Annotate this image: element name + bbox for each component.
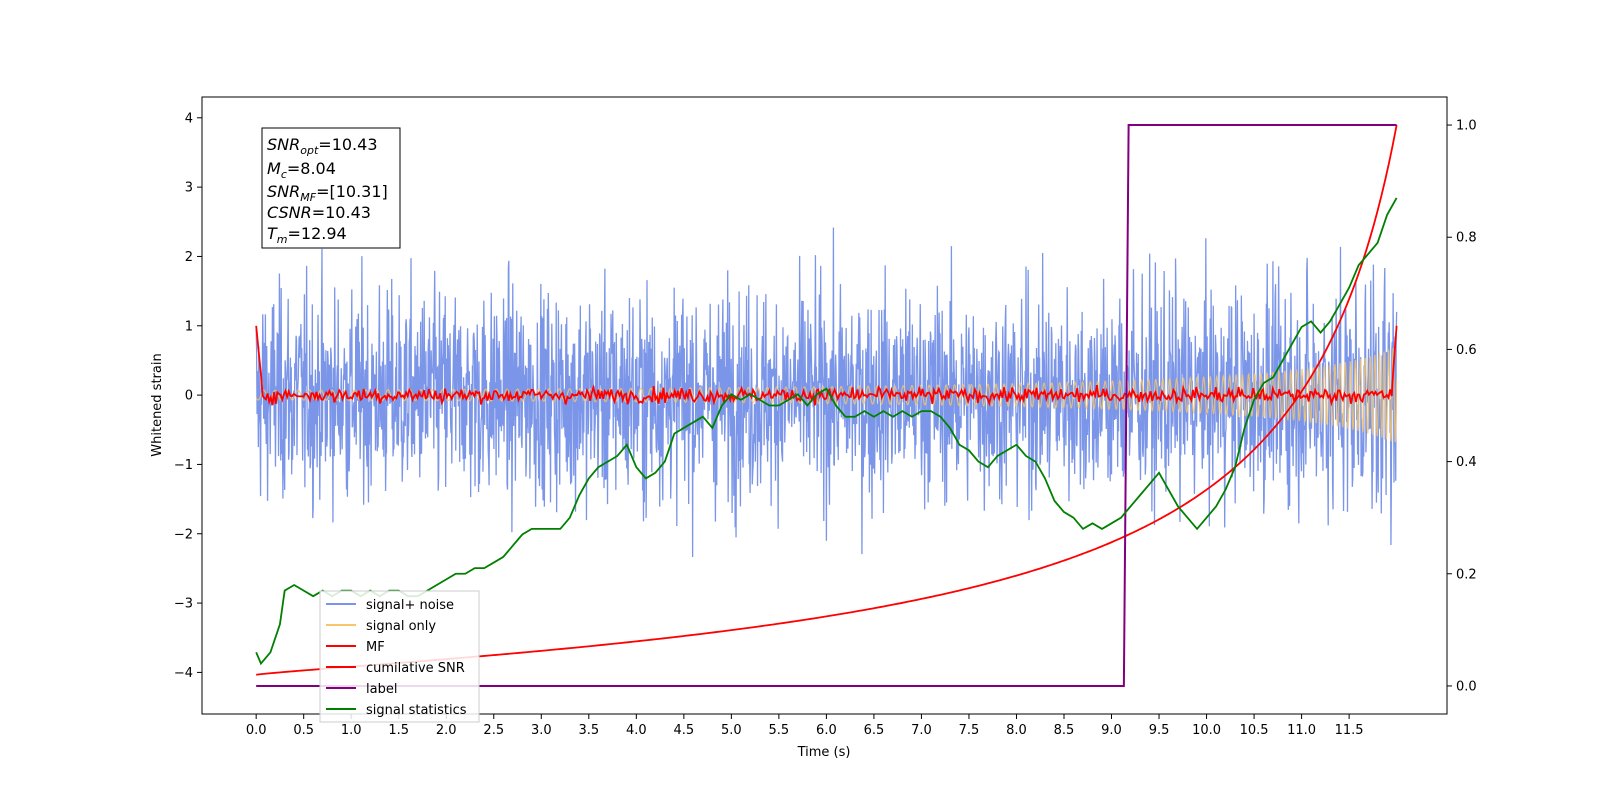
y-axis-left: 4 3 2 1 0 −1 −2 −3 −4 — [174, 111, 202, 681]
legend-label: MF — [366, 640, 385, 655]
series-signal-noise — [255, 227, 1398, 557]
x-tick-label: 2.5 — [483, 723, 504, 738]
stat-snr-mf: SNRMF=[10.31] — [267, 182, 388, 204]
x-tick-label: 11.5 — [1335, 723, 1364, 738]
x-tick-label: 7.5 — [959, 723, 980, 738]
stats-box: SNRopt=10.43 Mc=8.04 SNRMF=[10.31] CSNR=… — [261, 127, 401, 249]
x-tick-label: 0.5 — [293, 723, 314, 738]
y-tick-label: 0 — [185, 389, 193, 404]
stat-mc: Mc=8.04 — [267, 159, 336, 181]
y-axis-right: 1.0 0.8 0.6 0.4 0.2 0.0 — [1447, 119, 1477, 694]
stat-snr-opt: SNRopt=10.43 — [267, 135, 378, 157]
legend-label: signal statistics — [366, 703, 467, 718]
x-tick-label: 2.0 — [436, 723, 457, 738]
legend-label: signal+ noise — [366, 598, 454, 613]
x-tick-label: 3.5 — [578, 723, 599, 738]
x-tick-label: 4.0 — [626, 723, 647, 738]
y-tick-label: 1 — [185, 319, 193, 334]
stats-box-frame — [261, 127, 401, 249]
x-tick-label: 9.0 — [1101, 723, 1122, 738]
x-tick-label: 5.0 — [721, 723, 742, 738]
stat-tm: Tm=12.94 — [267, 224, 347, 246]
y-tick-label: −2 — [174, 527, 193, 542]
legend-frame — [319, 590, 480, 723]
x-tick-label: 3.0 — [531, 723, 552, 738]
y2-tick-label: 0.4 — [1456, 455, 1477, 470]
x-axis: 0.0 0.5 1.0 1.5 2.0 2.5 3.0 3.5 4.0 4.5 5.0 5.5 6.0 6… — [246, 714, 1364, 738]
x-tick-label: 9.5 — [1149, 723, 1170, 738]
series-label — [256, 124, 1397, 687]
x-tick-label: 6.0 — [816, 723, 837, 738]
y-axis-label: Whitened strain — [150, 353, 165, 456]
x-tick-label: 11.0 — [1287, 723, 1316, 738]
x-axis-label: Time (s) — [797, 745, 851, 760]
series-mf — [255, 325, 1398, 407]
y2-tick-label: 0.8 — [1456, 231, 1477, 246]
y2-tick-label: 0.2 — [1456, 567, 1477, 582]
legend: signal+ noise signal only MF cumilative … — [319, 590, 480, 723]
legend-entry-mf: MF — [326, 640, 385, 655]
legend-entry-label: label — [326, 682, 397, 697]
legend-entry-cumulative-snr: cumilative SNR — [326, 661, 465, 676]
x-tick-label: 1.5 — [388, 723, 409, 738]
series-signal-statistics — [255, 197, 1398, 666]
x-tick-label: 8.0 — [1006, 723, 1027, 738]
x-tick-label: 1.0 — [341, 723, 362, 738]
legend-entry-signal-statistics: signal statistics — [326, 703, 467, 718]
y-tick-label: 2 — [185, 250, 193, 265]
x-tick-label: 4.5 — [673, 723, 694, 738]
x-tick-label: 10.0 — [1192, 723, 1221, 738]
x-tick-label: 10.5 — [1240, 723, 1269, 738]
x-tick-label: 0.0 — [246, 723, 267, 738]
y-tick-label: 3 — [185, 181, 193, 196]
stat-csnr: CSNR=10.43 — [267, 203, 371, 222]
y-tick-label: −3 — [174, 597, 193, 612]
plot-frame — [201, 96, 1448, 715]
x-tick-label: 8.5 — [1054, 723, 1075, 738]
legend-label: label — [366, 682, 397, 697]
y-tick-label: 4 — [185, 111, 193, 126]
y2-tick-label: 1.0 — [1456, 119, 1477, 134]
legend-entry-signal-only: signal only — [326, 619, 436, 634]
y-tick-label: −4 — [174, 666, 193, 681]
x-tick-label: 5.5 — [769, 723, 790, 738]
x-tick-label: 7.0 — [911, 723, 932, 738]
y2-tick-label: 0.6 — [1456, 343, 1477, 358]
y-tick-label: −1 — [174, 458, 193, 473]
legend-label: signal only — [366, 619, 436, 634]
legend-entry-signal-noise: signal+ noise — [326, 598, 454, 613]
legend-label: cumilative SNR — [366, 661, 465, 676]
y2-tick-label: 0.0 — [1456, 679, 1477, 694]
x-tick-label: 6.5 — [864, 723, 885, 738]
